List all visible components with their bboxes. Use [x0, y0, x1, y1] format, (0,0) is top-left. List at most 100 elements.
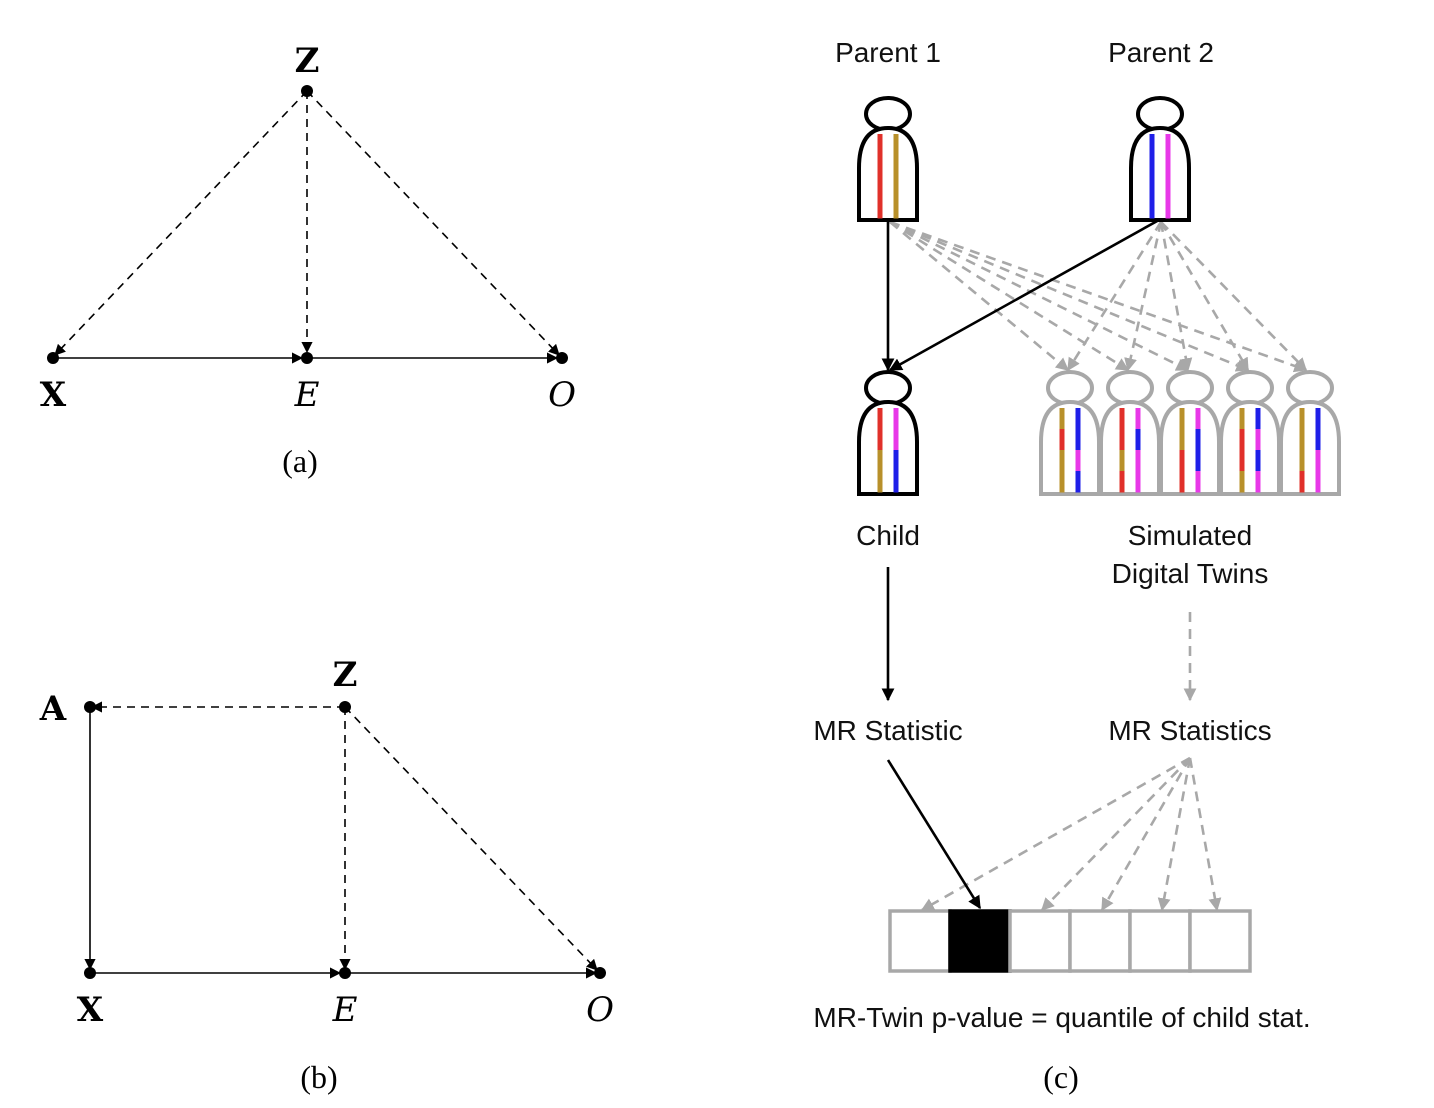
sim-arrow: [889, 220, 1308, 373]
sim-arrow: [889, 221, 1069, 371]
node-x: [47, 352, 59, 364]
chromosome-segment: [1315, 471, 1321, 493]
quantile-box: [1068, 909, 1132, 973]
quantile-box: [1008, 909, 1072, 973]
chromosome-segment: [1239, 450, 1245, 472]
sim-arrow: [889, 220, 1190, 372]
chromosome-segment: [877, 429, 883, 451]
chromosome-segment: [1299, 471, 1305, 493]
chromosome-segment: [877, 197, 883, 219]
chromosome-segment: [877, 408, 883, 430]
label-z: Z: [333, 655, 358, 695]
chromosome-segment: [1075, 408, 1081, 430]
chromosome-segment: [1119, 408, 1125, 430]
edge-z-o: [306, 90, 560, 356]
chromosome-segment: [1135, 450, 1141, 472]
chromosome-segment: [1135, 408, 1141, 430]
chromosome-segment: [1119, 471, 1125, 493]
edge-z-x: [54, 90, 308, 356]
twins-label-line1: Simulated: [1128, 520, 1253, 551]
chromosome-segment: [1075, 429, 1081, 451]
chromosome-segment: [1255, 471, 1261, 493]
chromosome-segment: [877, 155, 883, 177]
caption-b: (b): [300, 1059, 337, 1095]
person-head: [1286, 370, 1334, 406]
chromosome-segment: [893, 197, 899, 219]
chromosome-segment: [1075, 450, 1081, 472]
quantile-box: [1128, 909, 1192, 973]
chromosome-segment: [1299, 408, 1305, 430]
edge-z-o: [344, 706, 598, 971]
parent1-label: Parent 1: [835, 37, 941, 68]
chromosome-segment: [1299, 450, 1305, 472]
chromosome-segment: [1119, 450, 1125, 472]
person-body: [1279, 399, 1341, 496]
person-body: [857, 399, 919, 496]
chromosome-segment: [1239, 429, 1245, 451]
footer-label: MR-Twin p-value = quantile of child stat…: [813, 1002, 1310, 1033]
chromosome-segment: [893, 471, 899, 493]
person-head: [864, 370, 912, 406]
parent1-figure: [857, 96, 919, 222]
chromosome-segment: [1179, 429, 1185, 451]
node-x: [84, 967, 96, 979]
label-x: X: [40, 375, 67, 415]
chromosome-segment: [893, 134, 899, 156]
parent2-label: Parent 2: [1108, 37, 1214, 68]
twin-figure: [1099, 370, 1161, 496]
chromosome-segment: [877, 134, 883, 156]
stat-arrow: [1188, 757, 1222, 912]
quantile-boxes: [888, 909, 1252, 973]
person-head: [1226, 370, 1274, 406]
label-x: X: [77, 990, 104, 1030]
chromosome-segment: [1149, 155, 1155, 177]
panel-c: Parent 1 Parent 2 Child Simulated Digita…: [813, 37, 1341, 1095]
chromosome-segment: [1179, 450, 1185, 472]
node-z: [339, 701, 351, 713]
chromosome-segment: [1315, 450, 1321, 472]
chromosome-segment: [877, 471, 883, 493]
sim-arrow: [889, 220, 1250, 372]
person-body: [1099, 399, 1161, 496]
label-e: E: [294, 375, 320, 415]
chromosome-segment: [1149, 176, 1155, 198]
chromosome-segment: [1149, 197, 1155, 219]
twin-figure: [1159, 370, 1221, 496]
node-o: [556, 352, 568, 364]
mr-statistics-label: MR Statistics: [1108, 715, 1271, 746]
chromosome-segment: [1059, 408, 1065, 430]
chromosome-segment: [893, 408, 899, 430]
chromosome-segment: [1195, 471, 1201, 493]
chromosome-segment: [1195, 450, 1201, 472]
node-e: [339, 967, 351, 979]
sim-arrow: [1159, 221, 1193, 372]
chromosome-segment: [1315, 429, 1321, 451]
chromosome-segment: [1165, 197, 1171, 219]
chromosome-segment: [1179, 408, 1185, 430]
person-body: [857, 125, 919, 222]
stat-arrow: [1041, 757, 1191, 911]
chromosome-segment: [877, 176, 883, 198]
node-e: [301, 352, 313, 364]
chromosome-segment: [1195, 408, 1201, 430]
twin-figure: [1279, 370, 1341, 496]
sim-arrow: [1160, 221, 1307, 371]
chromosome-segment: [1165, 134, 1171, 156]
person-head: [1106, 370, 1154, 406]
chromosome-segment: [877, 450, 883, 472]
label-o: O: [548, 375, 576, 415]
chromosome-segment: [893, 176, 899, 198]
stat-arrow: [1157, 757, 1192, 912]
sim-arrow: [1124, 221, 1163, 372]
quantile-box: [1188, 909, 1252, 973]
stat-arrow: [920, 756, 1191, 912]
simulation-arrows: [889, 220, 1308, 373]
node-o: [594, 967, 606, 979]
mr-statistic-label: MR Statistic: [813, 715, 962, 746]
child-stat-to-box-arrow: [886, 759, 982, 910]
chromosome-segment: [1299, 429, 1305, 451]
label-o: O: [586, 990, 614, 1030]
chromosome-segment: [1119, 429, 1125, 451]
label-e: E: [332, 990, 358, 1030]
